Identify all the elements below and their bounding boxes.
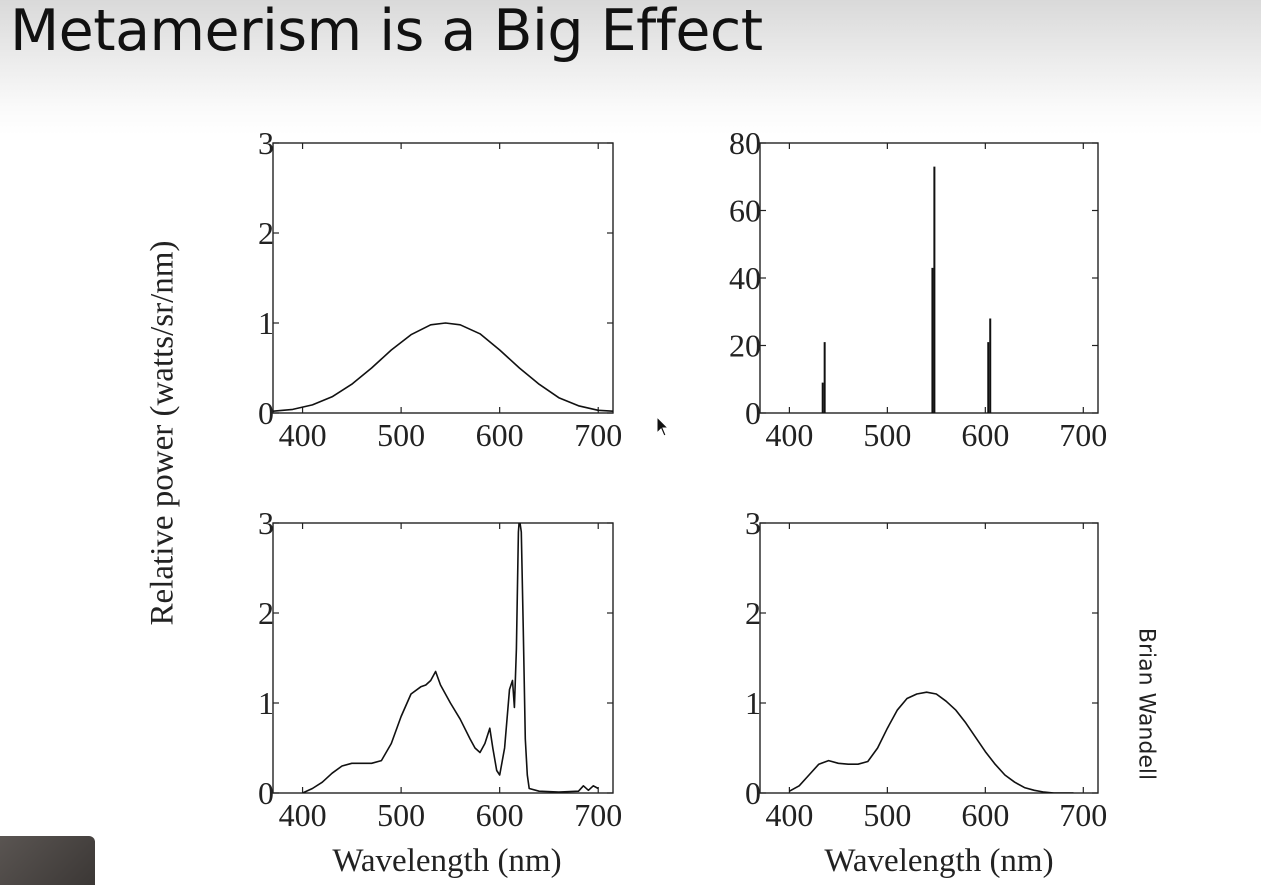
y-tick-label: 20: [729, 328, 761, 364]
y-tick-label: 0: [258, 775, 274, 811]
x-axis-label-left: Wavelength (nm): [332, 843, 562, 879]
y-tick-label: 0: [745, 395, 761, 431]
y-tick-label: 1: [258, 685, 274, 721]
y-tick-label: 0: [745, 775, 761, 811]
x-tick-label: 600: [961, 797, 1009, 833]
x-tick-label: 400: [279, 417, 327, 453]
header-band: [0, 0, 1261, 135]
chart-panel-top-right: 400 500 600 700 0 20 40 60 80: [729, 125, 1107, 453]
y-tick-label: 1: [745, 685, 761, 721]
y-tick-label: 2: [258, 595, 274, 631]
y-tick-label: 80: [729, 125, 761, 161]
plot-frame: [759, 522, 1099, 794]
y-tick-label: 3: [258, 125, 274, 161]
chart-panel-bottom-left: 400 500 600 700 0 1 2 3: [258, 505, 622, 833]
y-tick-label: 3: [258, 505, 274, 541]
y-tick-label: 2: [258, 215, 274, 251]
spectrum-curve: [789, 691, 1074, 793]
x-tick-label: 700: [1059, 797, 1107, 833]
y-tick-label: 40: [729, 260, 761, 296]
mouse-cursor-icon: [656, 416, 670, 437]
x-tick-label: 700: [574, 417, 622, 453]
y-tick-label: 1: [258, 305, 274, 341]
spectrum-curve: [273, 322, 613, 412]
y-tick-label: 2: [745, 595, 761, 631]
x-tick-label: 400: [279, 797, 327, 833]
y-tick-label: 3: [745, 505, 761, 541]
x-tick-label: 500: [377, 797, 425, 833]
x-tick-label: 500: [863, 797, 911, 833]
chart-panel-top-left: 400 500 600 700 0 1 2 3: [258, 125, 622, 453]
plot-frame: [272, 142, 614, 414]
x-tick-label: 700: [574, 797, 622, 833]
x-tick-label: 500: [863, 417, 911, 453]
x-tick-label: 400: [765, 417, 813, 453]
x-tick-label: 700: [1059, 417, 1107, 453]
x-tick-label: 500: [377, 417, 425, 453]
x-tick-label: 600: [961, 417, 1009, 453]
y-tick-label: 0: [258, 395, 274, 431]
spectrum-curve: [302, 523, 599, 793]
x-tick-label: 400: [765, 797, 813, 833]
webcam-thumbnail: [0, 836, 95, 885]
x-tick-label: 600: [476, 797, 524, 833]
plot-frame: [759, 142, 1099, 414]
slide-title: Metamerism is a Big Effect: [10, 0, 763, 64]
x-tick-label: 600: [476, 417, 524, 453]
chart-panel-bottom-right: 400 500 600 700 0 1 2 3: [745, 505, 1107, 833]
plot-frame: [272, 522, 614, 794]
y-tick-label: 60: [729, 193, 761, 229]
x-axis-label-right: Wavelength (nm): [824, 843, 1054, 879]
